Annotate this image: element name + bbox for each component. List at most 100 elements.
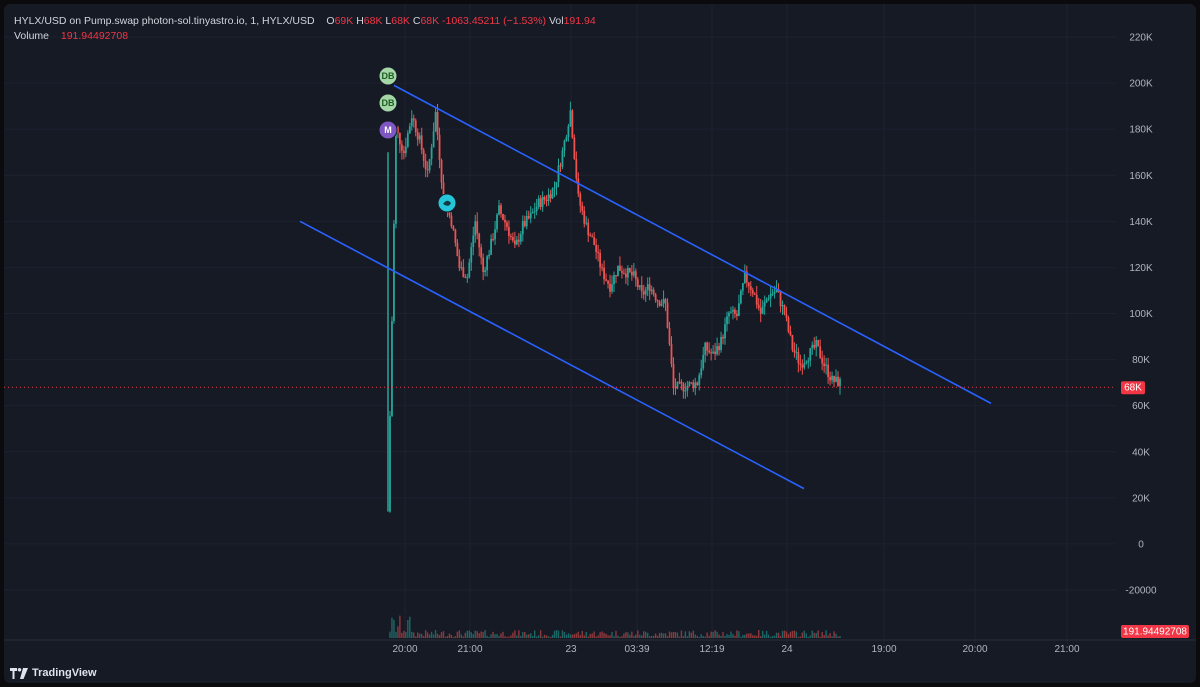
- candle-body: [577, 178, 580, 194]
- volume-bar: [726, 634, 728, 638]
- candle-body: [393, 223, 395, 322]
- candle-body: [779, 292, 782, 307]
- volume-bar: [643, 631, 645, 638]
- volume-bar: [462, 636, 465, 638]
- open-value: 69K: [334, 15, 354, 27]
- bird-icon-glyph: [443, 200, 451, 206]
- candle-body: [803, 363, 806, 368]
- volume-bar: [585, 631, 587, 638]
- candle-body: [575, 158, 578, 179]
- candle-body: [490, 239, 492, 255]
- candle-body: [789, 331, 792, 336]
- candle-body: [418, 135, 421, 140]
- candle-body: [529, 212, 532, 219]
- candle-body: [769, 293, 772, 299]
- volume-bar: [740, 636, 742, 638]
- price-tick-label: 160K: [1129, 171, 1153, 182]
- symbol-title[interactable]: HYLX/USD on Pump.swap photon-sol.tinyast…: [14, 15, 315, 27]
- candle-body: [428, 159, 431, 171]
- candle-body: [749, 286, 752, 290]
- volume-bar: [597, 635, 599, 638]
- volume-bar: [391, 617, 393, 638]
- volume-bar: [801, 632, 804, 638]
- volume-bar: [444, 636, 447, 638]
- volume-bar: [553, 630, 556, 638]
- candle-body: [624, 273, 627, 278]
- volume-bar: [506, 636, 508, 638]
- candle-body: [611, 284, 613, 292]
- candle-body: [395, 127, 397, 224]
- volume-bar: [583, 635, 585, 638]
- volume-bar: [625, 632, 627, 638]
- candle-body: [442, 182, 445, 197]
- candle-body: [676, 381, 679, 389]
- candle-body: [819, 346, 822, 358]
- candle-body: [706, 342, 709, 351]
- candle-body: [702, 354, 705, 369]
- candle-body: [412, 118, 415, 121]
- candle-body: [688, 382, 691, 386]
- volume-bar: [682, 636, 685, 638]
- db-icon-label: DB: [382, 71, 395, 81]
- volume-bar: [674, 632, 677, 638]
- candle-body: [757, 304, 760, 309]
- candle-body: [476, 221, 479, 234]
- candle-body: [426, 169, 429, 171]
- volume-bar: [765, 630, 768, 638]
- price-tick-label: 100K: [1129, 309, 1153, 320]
- volume-bar: [783, 630, 786, 638]
- close-label: C: [412, 15, 421, 27]
- candle-body: [700, 368, 703, 376]
- volume-bar: [567, 633, 570, 638]
- volume-bar: [684, 631, 687, 638]
- volume-bar: [761, 630, 764, 638]
- candle-body: [607, 280, 609, 284]
- volume-bar: [424, 630, 427, 638]
- volume-bar: [555, 630, 558, 638]
- candle-body: [817, 340, 820, 347]
- volume-bar: [454, 636, 457, 638]
- candle-body: [747, 282, 750, 287]
- volume-bar: [781, 630, 784, 638]
- candle-body: [797, 352, 800, 364]
- volume-bar: [662, 633, 665, 638]
- candle-body: [559, 165, 562, 167]
- volume-bar: [654, 633, 657, 638]
- chart-frame[interactable]: 220K 200K 180K 160K 140K 120K 100K 80K 60K 40K 20K…: [4, 4, 1196, 683]
- volume-bar: [811, 630, 813, 638]
- candle-body: [587, 222, 590, 236]
- volume-bar: [666, 636, 669, 638]
- volume-bar: [736, 630, 738, 638]
- volume-label[interactable]: Volume: [14, 30, 50, 42]
- candle-body: [821, 357, 824, 364]
- candle-body: [809, 348, 812, 361]
- candle-body: [714, 351, 717, 355]
- candle-body: [771, 293, 774, 295]
- volume-bar: [419, 633, 421, 638]
- candle-body: [730, 311, 732, 313]
- db-icon-label: DB: [382, 98, 395, 108]
- volume-bar: [617, 635, 619, 638]
- candle-body: [541, 196, 544, 207]
- tradingview-logo[interactable]: TradingView: [10, 667, 97, 679]
- volume-bar: [559, 636, 562, 638]
- volume-bar: [609, 635, 611, 638]
- volume-bar: [405, 631, 407, 638]
- volume-bar: [464, 632, 467, 638]
- price-tick-label: 60K: [1132, 401, 1150, 412]
- candle-body: [684, 390, 687, 392]
- volume-bar: [422, 636, 425, 638]
- chart-canvas[interactable]: 220K 200K 180K 160K 140K 120K 100K 80K 60K 40K 20K…: [4, 4, 1196, 683]
- volume-bar: [819, 636, 821, 638]
- volume-bar: [742, 634, 744, 638]
- volume-bar: [393, 619, 395, 638]
- volume-bar: [670, 632, 673, 638]
- candle-body: [569, 110, 572, 127]
- candle-body: [696, 382, 699, 386]
- volume-bar: [633, 635, 635, 638]
- volume-bar: [700, 634, 702, 638]
- volume-bar: [664, 633, 667, 638]
- candle-body: [406, 133, 409, 147]
- volume-bar: [627, 632, 629, 638]
- candle-body: [438, 134, 441, 160]
